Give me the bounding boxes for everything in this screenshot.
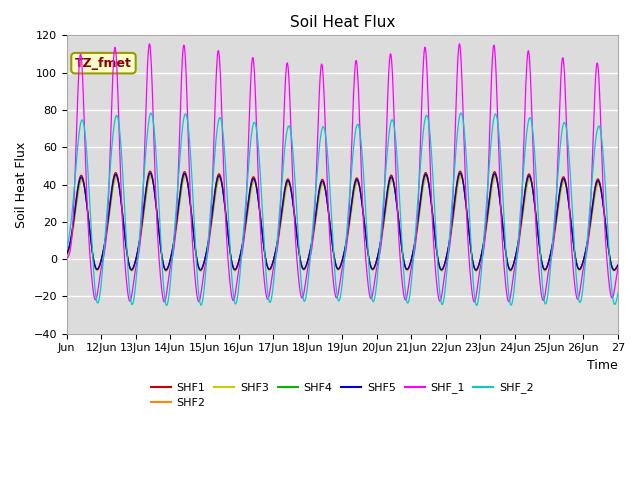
Legend: SHF1, SHF2, SHF3, SHF4, SHF5, SHF_1, SHF_2: SHF1, SHF2, SHF3, SHF4, SHF5, SHF_1, SHF… <box>147 378 538 412</box>
Title: Soil Heat Flux: Soil Heat Flux <box>290 15 395 30</box>
X-axis label: Time: Time <box>587 359 618 372</box>
Y-axis label: Soil Heat Flux: Soil Heat Flux <box>15 142 28 228</box>
Text: TZ_fmet: TZ_fmet <box>75 57 132 70</box>
